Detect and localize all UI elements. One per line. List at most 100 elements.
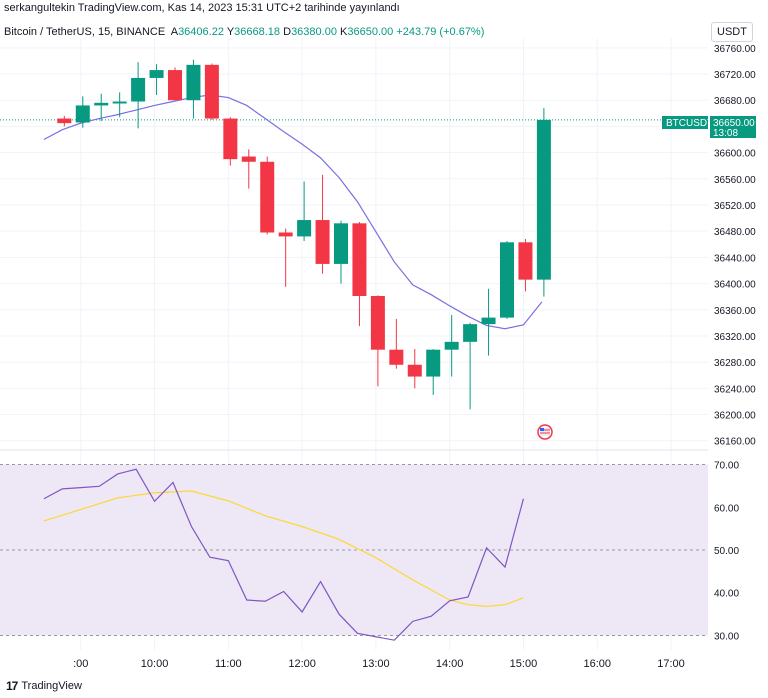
tradingview-logo[interactable]: 17 TradingView bbox=[6, 679, 82, 693]
candle bbox=[186, 59, 201, 119]
candle bbox=[131, 62, 146, 129]
candle bbox=[149, 64, 164, 95]
rsi-tick-label: 70.00 bbox=[714, 461, 739, 472]
candle-body bbox=[149, 70, 164, 78]
price-tick-label: 36400.00 bbox=[714, 280, 756, 291]
price-tick-label: 36240.00 bbox=[714, 384, 756, 395]
rsi-tick-label: 50.00 bbox=[714, 546, 739, 557]
candle bbox=[407, 349, 422, 389]
candles bbox=[57, 59, 551, 410]
open-label: A bbox=[170, 26, 179, 38]
rsi-tick-label: 40.00 bbox=[714, 589, 739, 600]
candle-body bbox=[463, 324, 478, 342]
candle bbox=[112, 92, 127, 118]
close-value: 36650.00 bbox=[347, 26, 394, 38]
candle bbox=[260, 156, 275, 235]
candle bbox=[463, 322, 478, 410]
candle bbox=[481, 288, 496, 356]
time-tick-label: 11:00 bbox=[215, 658, 242, 670]
time-tick-label: 12:00 bbox=[288, 658, 316, 670]
candle bbox=[57, 115, 72, 127]
price-tick-label: 36440.00 bbox=[714, 253, 756, 264]
candle-body bbox=[112, 101, 127, 104]
low-value: 36380.00 bbox=[291, 26, 337, 38]
price-tick-label: 36680.00 bbox=[714, 96, 756, 107]
price-tick-label: 36480.00 bbox=[714, 227, 756, 238]
candle-body bbox=[444, 341, 459, 350]
candle-body bbox=[94, 102, 109, 106]
time-tick-label: 13:00 bbox=[362, 658, 390, 670]
candle-body bbox=[352, 223, 367, 297]
candle-body bbox=[536, 119, 551, 280]
symbol-title: Bitcoin / TetherUS, 15, BINANCE bbox=[4, 26, 166, 38]
candle-body bbox=[370, 296, 385, 350]
rsi-tick-label: 60.00 bbox=[714, 503, 739, 514]
candle bbox=[297, 181, 312, 241]
rsi-ma-line bbox=[43, 490, 524, 608]
time-tick-label: :00 bbox=[73, 658, 88, 670]
low-label: D bbox=[283, 26, 292, 38]
candle-body bbox=[241, 156, 256, 162]
time-tick-label: 15:00 bbox=[510, 658, 538, 670]
grid bbox=[0, 38, 708, 650]
ma-line bbox=[43, 94, 543, 330]
rsi-tick-label: 30.00 bbox=[714, 631, 739, 642]
tradingview-mark-icon: 17 bbox=[6, 679, 18, 693]
price-tag-value-bg bbox=[710, 116, 756, 138]
candle bbox=[444, 314, 459, 377]
close-label: K bbox=[340, 26, 348, 38]
rsi-line bbox=[43, 468, 525, 641]
candle bbox=[168, 67, 182, 101]
candle bbox=[334, 220, 348, 284]
candle-body bbox=[481, 317, 496, 325]
price-tag-countdown: 13:08 bbox=[713, 128, 738, 139]
price-tag-symbol-bg bbox=[662, 116, 708, 129]
time-tick-label: 10:00 bbox=[141, 658, 169, 670]
candle-body bbox=[260, 161, 275, 233]
candle bbox=[315, 174, 330, 274]
price-tick-label: 36280.00 bbox=[714, 358, 756, 369]
candle bbox=[370, 295, 385, 387]
candle-body bbox=[315, 220, 330, 264]
price-tag-price: 36650.00 bbox=[713, 118, 755, 129]
candle-body bbox=[389, 349, 404, 365]
us-flag-icon[interactable] bbox=[537, 424, 553, 440]
last-price-tag: BTCUSDT 36650.00 13:08 bbox=[662, 116, 756, 139]
price-tick-label: 36200.00 bbox=[714, 411, 756, 422]
price-tick-label: 36600.00 bbox=[714, 149, 756, 160]
candle-body bbox=[297, 220, 312, 237]
price-tick-label: 36320.00 bbox=[714, 332, 756, 343]
candle bbox=[241, 149, 256, 189]
rsi-band bbox=[0, 464, 708, 636]
publish-caption: serkangultekin TradingView.com, Kas 14, … bbox=[4, 2, 400, 14]
candle bbox=[278, 228, 293, 287]
candle bbox=[536, 108, 551, 297]
candle-body bbox=[426, 349, 441, 377]
candle-body bbox=[407, 364, 422, 377]
price-tick-label: 36160.00 bbox=[714, 437, 756, 448]
candle-body bbox=[334, 223, 348, 264]
candle bbox=[426, 349, 441, 395]
candle bbox=[223, 117, 238, 166]
candle bbox=[204, 63, 219, 120]
tradingview-brand: TradingView bbox=[21, 680, 82, 692]
candle bbox=[389, 318, 404, 369]
price-tag-symbol: BTCUSDT bbox=[666, 118, 713, 129]
rsi-lines bbox=[43, 468, 525, 641]
high-label: Y bbox=[226, 26, 235, 38]
candle-body bbox=[500, 242, 514, 318]
candle bbox=[500, 241, 514, 319]
time-tick-label: 17:00 bbox=[657, 658, 685, 670]
candle-body bbox=[168, 70, 182, 101]
price-tick-label: 36760.00 bbox=[714, 44, 756, 55]
price-tick-label: 36560.00 bbox=[714, 175, 756, 186]
price-tick-label: 36720.00 bbox=[714, 70, 756, 81]
currency-selector[interactable]: USDT bbox=[711, 22, 753, 42]
candle-body bbox=[204, 64, 219, 119]
moving-average bbox=[43, 94, 543, 330]
candle bbox=[352, 222, 367, 327]
candle-body bbox=[186, 64, 201, 101]
candle-body bbox=[57, 118, 72, 124]
time-tick-label: 16:00 bbox=[583, 658, 611, 670]
